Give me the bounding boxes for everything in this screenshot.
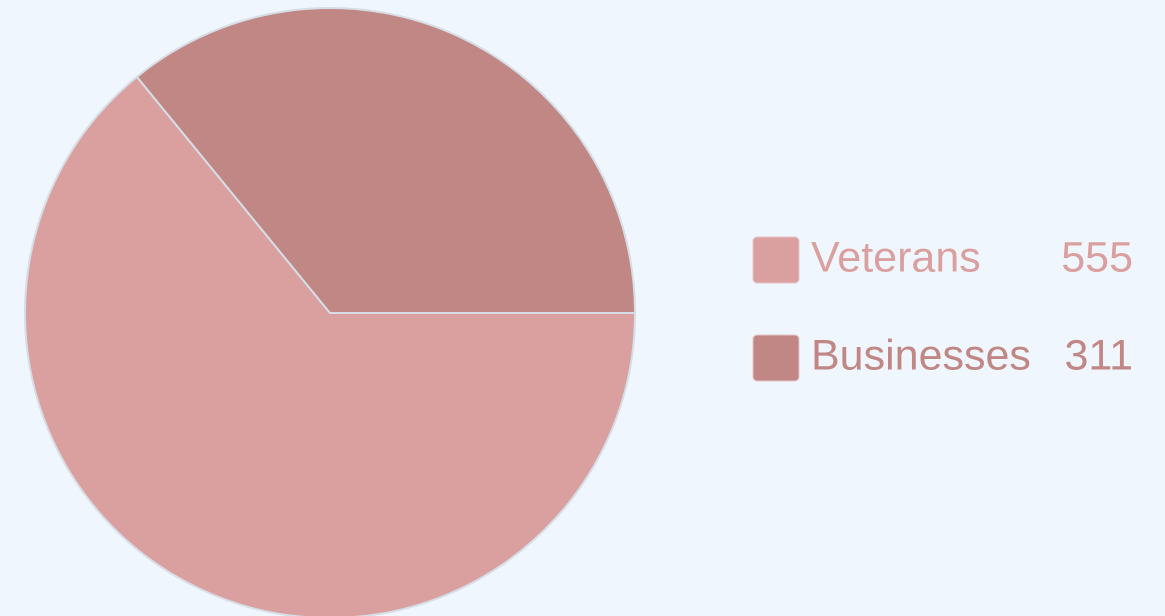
legend-swatch — [752, 334, 800, 382]
pie-slice — [135, 7, 637, 314]
legend-label: Veterans — [811, 233, 981, 281]
legend-label: Businesses — [811, 331, 1031, 379]
legend-value: 311 — [1064, 331, 1133, 379]
legend-value: 555 — [1061, 233, 1133, 281]
pie-slice — [24, 75, 637, 616]
legend-swatch — [752, 236, 800, 284]
